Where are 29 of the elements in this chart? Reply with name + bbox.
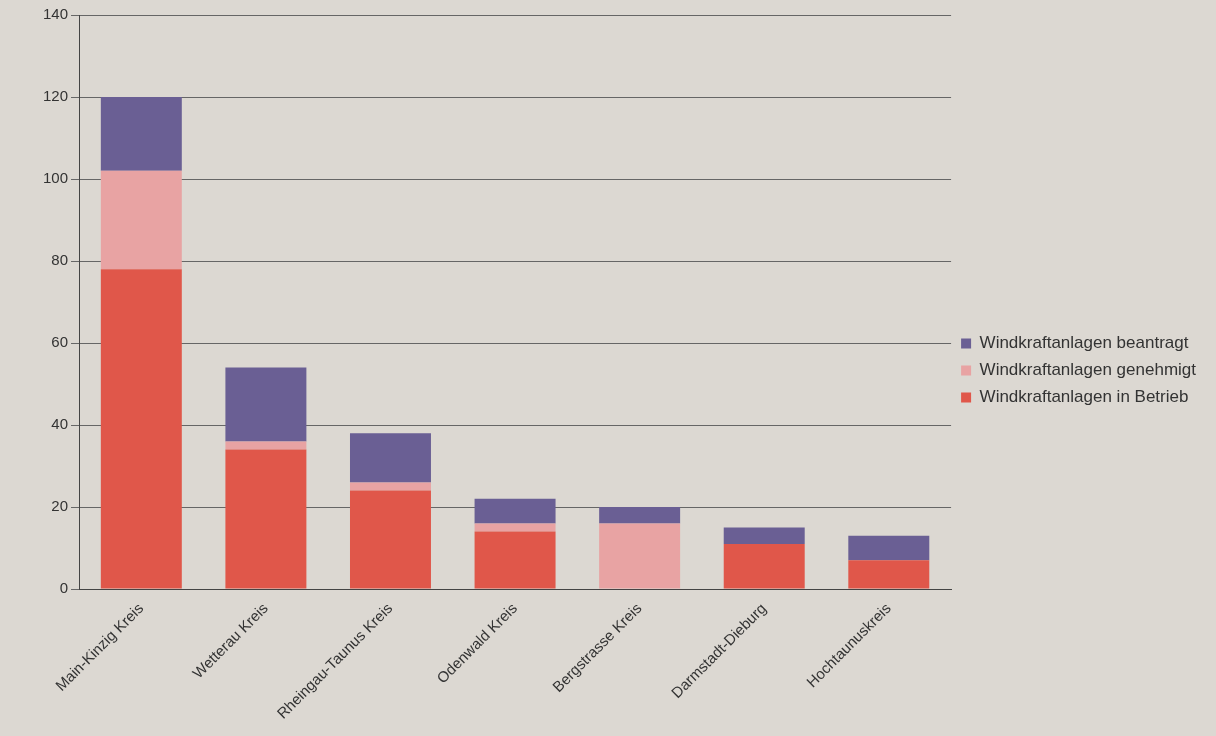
bar: [100, 170, 182, 270]
bar: [225, 449, 307, 589]
y-tick-label: 140: [43, 5, 69, 23]
bar: [599, 523, 681, 589]
bar: [474, 523, 556, 532]
bar: [474, 531, 556, 589]
bar: [349, 482, 431, 491]
y-tick-label: 80: [51, 251, 69, 269]
bar: [100, 269, 182, 589]
bar: [848, 535, 930, 561]
bar: [225, 441, 307, 450]
bar: [599, 507, 681, 524]
bar: [349, 490, 431, 589]
y-tick-label: 120: [43, 87, 69, 105]
bar: [225, 367, 307, 442]
bar: [848, 560, 930, 589]
bar: [100, 97, 182, 171]
y-tick-label: 40: [51, 415, 69, 433]
bar: [723, 527, 805, 544]
y-tick-label: 20: [51, 497, 69, 515]
bar: [474, 498, 556, 524]
legend-label: Windkraftanlagen genehmigt: [979, 360, 1197, 380]
y-tick-label: 0: [59, 579, 69, 597]
legend-label: Windkraftanlagen beantragt: [979, 333, 1189, 353]
bar: [723, 543, 805, 589]
legend-label: Windkraftanlagen in Betrieb: [979, 387, 1189, 407]
bar: [349, 433, 431, 483]
y-tick-label: 100: [43, 169, 69, 187]
y-tick-label: 60: [51, 333, 69, 351]
